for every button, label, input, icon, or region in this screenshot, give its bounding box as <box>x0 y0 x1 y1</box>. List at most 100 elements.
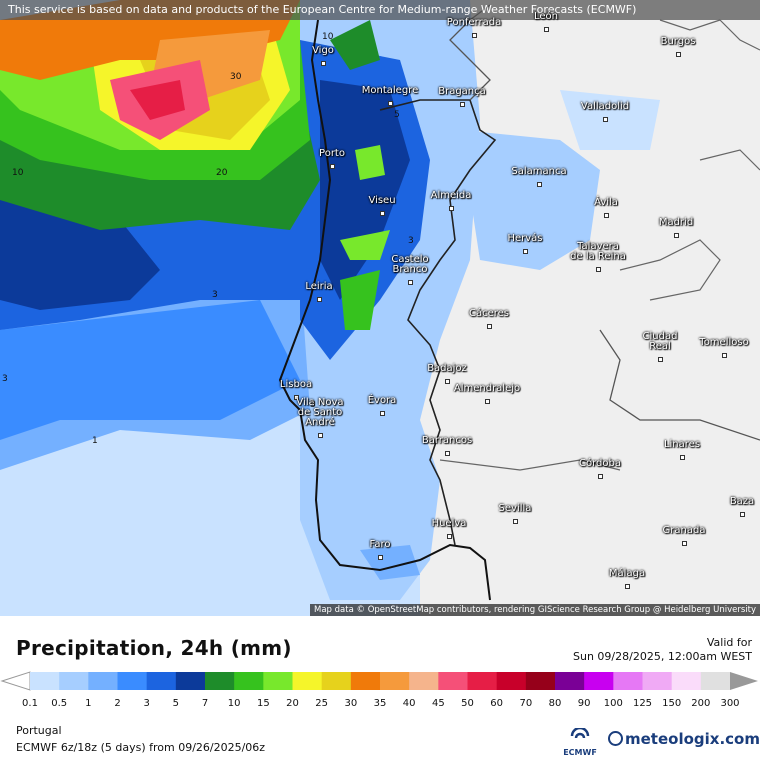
ecmwf-logo: ECMWF <box>558 726 602 757</box>
city-marker <box>378 555 383 560</box>
city-marker <box>408 280 413 285</box>
city-label: Bragança <box>438 86 486 97</box>
city-marker <box>596 267 601 272</box>
city-marker <box>537 182 542 187</box>
precipitation-field <box>0 0 760 616</box>
city-marker <box>604 213 609 218</box>
scale-swatch <box>146 672 177 690</box>
scale-tick-label: 125 <box>632 698 653 709</box>
scale-swatch <box>117 672 148 690</box>
city-label: Castelo Branco <box>391 254 429 275</box>
city-label: Tomelloso <box>699 337 749 348</box>
scale-swatch <box>700 672 731 690</box>
scale-swatch <box>350 672 381 690</box>
meteologix-brand[interactable]: meteologix.com <box>608 730 760 748</box>
scale-tick-label: 90 <box>577 698 591 709</box>
city-marker <box>722 353 727 358</box>
scale-tick-label: 150 <box>662 698 682 709</box>
scale-tick-label: 15 <box>256 698 270 709</box>
meteologix-logo-icon <box>608 731 623 746</box>
scale-swatch <box>380 672 410 690</box>
scale-tick-label: 50 <box>461 698 474 709</box>
city-marker <box>321 61 326 66</box>
contour-label: 5 <box>394 110 400 120</box>
city-marker <box>674 233 679 238</box>
scale-swatch <box>30 672 60 690</box>
city-label: Hervás <box>507 233 543 244</box>
legend-title: Precipitation, 24h (mm) <box>16 636 292 660</box>
city-marker <box>523 249 528 254</box>
contour-label: 20 <box>216 168 228 178</box>
scale-tick-label: 100 <box>603 698 623 709</box>
scale-tick-label: 0.5 <box>51 698 68 709</box>
scale-swatch <box>175 672 206 690</box>
city-marker <box>625 584 630 589</box>
scale-tick-label: 35 <box>373 698 387 709</box>
city-marker <box>294 395 299 400</box>
scale-swatch <box>584 672 614 690</box>
scale-swatch <box>59 672 89 690</box>
city-marker <box>317 297 322 302</box>
scale-arrow-right <box>730 672 758 690</box>
contour-label: 30 <box>230 72 242 82</box>
city-label: Ponferrada <box>446 17 502 28</box>
city-marker <box>658 357 663 362</box>
scale-tick-label: 300 <box>720 698 740 709</box>
city-label: Sevilla <box>498 503 532 514</box>
city-label: Almendralejo <box>453 383 521 394</box>
scale-tick-label: 10 <box>227 698 241 709</box>
meteologix-text: meteologix.com <box>625 730 760 748</box>
city-marker <box>680 455 685 460</box>
ecmwf-logo-text: ECMWF <box>563 748 597 757</box>
city-label: Leiria <box>305 281 333 292</box>
contour-label: 3 <box>212 290 218 300</box>
contour-label: 1 <box>92 436 98 446</box>
scale-swatch <box>292 672 323 690</box>
city-marker <box>388 101 393 106</box>
city-marker <box>380 411 385 416</box>
scale-swatch <box>642 672 673 690</box>
scale-swatch <box>263 672 293 690</box>
map-attribution: Map data © OpenStreetMap contributors, r… <box>310 604 760 616</box>
scale-swatch <box>496 672 527 690</box>
scale-tick-label: 3 <box>143 698 150 709</box>
scale-swatch <box>613 672 643 690</box>
model-info: ECMWF 6z/18z (5 days) from 09/26/2025/06… <box>16 741 266 754</box>
scale-arrow-left <box>0 671 31 691</box>
city-label: Valladolid <box>580 101 630 112</box>
city-label: Málaga <box>608 568 646 579</box>
city-label: Porto <box>319 148 345 159</box>
ecmwf-logo-icon <box>570 726 590 739</box>
city-marker <box>513 519 518 524</box>
contour-label: 3 <box>310 400 316 410</box>
city-label: Faro <box>369 539 391 550</box>
contour-label: 3 <box>2 374 8 384</box>
scale-swatch <box>234 672 264 690</box>
scale-swatch <box>205 672 235 690</box>
city-marker <box>449 206 454 211</box>
scale-tick-label: 60 <box>490 698 504 709</box>
city-label: Linares <box>663 439 701 450</box>
city-label: Almeida <box>430 190 472 201</box>
contour-label: 10 <box>12 168 24 178</box>
city-marker <box>472 33 477 38</box>
city-marker <box>447 534 452 539</box>
city-marker <box>598 474 603 479</box>
city-marker <box>330 164 335 169</box>
city-marker <box>676 52 681 57</box>
scale-tick-label: 80 <box>548 698 562 709</box>
city-marker <box>445 451 450 456</box>
ecmwf-notice: This service is based on data and produc… <box>0 0 760 20</box>
region-name: Portugal <box>16 724 62 737</box>
city-label: Madrid <box>658 217 694 228</box>
city-label: Granada <box>662 525 706 536</box>
precipitation-map[interactable]: This service is based on data and produc… <box>0 0 760 616</box>
city-label: Évora <box>367 395 397 406</box>
scale-tick-label: 0.1 <box>22 698 38 709</box>
city-marker <box>682 541 687 546</box>
scale-tick-label: 70 <box>519 698 533 709</box>
city-label: Córdoba <box>579 458 621 469</box>
city-label: Vila Nova de Santo André <box>296 397 344 428</box>
city-marker <box>485 399 490 404</box>
scale-tick-label: 25 <box>315 698 329 709</box>
